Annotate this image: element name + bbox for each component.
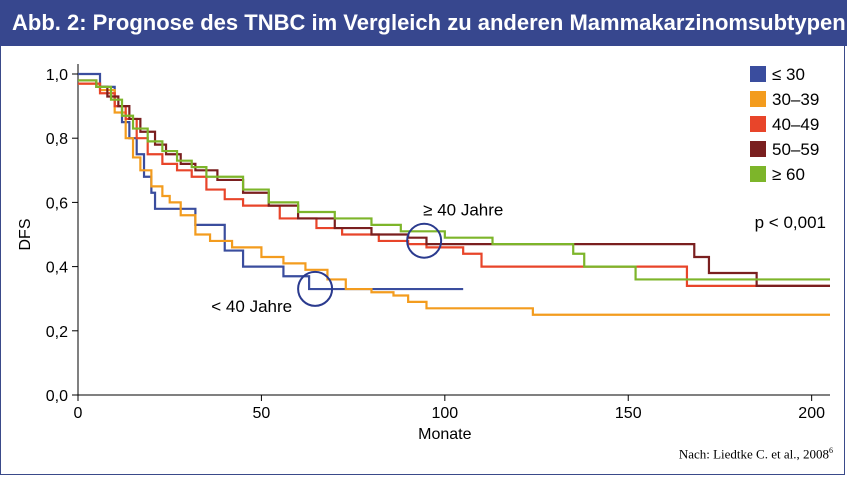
series-line-4: [78, 79, 830, 281]
x-tick-label: 150: [615, 405, 642, 422]
annotation-over40: ≥ 40 Jahre: [423, 201, 503, 220]
legend-label-4: ≥ 60: [772, 165, 805, 184]
y-axis-title: DFS: [17, 219, 34, 251]
legend-label-3: 50–59: [772, 140, 819, 159]
y-tick-label: 0,0: [46, 388, 68, 405]
annotations: ≥ 40 Jahre < 40 Jahre p < 0,001: [211, 201, 826, 316]
legend-swatch-4: [750, 166, 766, 182]
figure-title: Abb. 2: Prognose des TNBC im Vergleich z…: [0, 0, 847, 46]
y-tick-label: 0,4: [46, 260, 68, 277]
annotation-under40: < 40 Jahre: [211, 297, 292, 316]
marker-circle-over40: [406, 222, 443, 259]
series-line-1: [78, 82, 830, 316]
x-tick-label: 0: [74, 405, 83, 422]
legend-swatch-0: [750, 66, 766, 82]
series-lines: [78, 72, 830, 316]
legend-swatch-3: [750, 141, 766, 157]
marker-circle-under40: [297, 270, 334, 307]
source-text: Nach: Liedtke C. et al., 2008: [678, 446, 829, 462]
axes: 0 50 100 150 200 0,0 0,2 0,4 0,6 0,8 1,0 Monate DFS: [17, 64, 830, 443]
x-tick-label: 100: [431, 405, 458, 422]
source-sup: 6: [829, 446, 833, 455]
legend-label-0: ≤ 30: [772, 65, 805, 84]
y-tick-label: 0,2: [46, 324, 68, 341]
y-tick-label: 0,8: [46, 131, 68, 148]
source-note: Nach: Liedtke C. et al., 20086: [679, 446, 833, 462]
legend-swatch-2: [750, 116, 766, 132]
legend: ≤ 30 30–39 40–49 50–59 ≥ 60: [750, 65, 819, 184]
legend-label-2: 40–49: [772, 115, 819, 134]
x-tick-label: 50: [253, 405, 271, 422]
y-tick-label: 1,0: [46, 67, 68, 84]
series-line-3: [78, 79, 830, 287]
y-tick-label: 0,6: [46, 195, 68, 212]
legend-label-1: 30–39: [772, 90, 819, 109]
series-line-2: [78, 82, 830, 287]
x-axis-title: Monate: [418, 426, 471, 443]
legend-swatch-1: [750, 91, 766, 107]
x-tick-label: 200: [798, 405, 825, 422]
annotation-pvalue: p < 0,001: [755, 213, 826, 232]
